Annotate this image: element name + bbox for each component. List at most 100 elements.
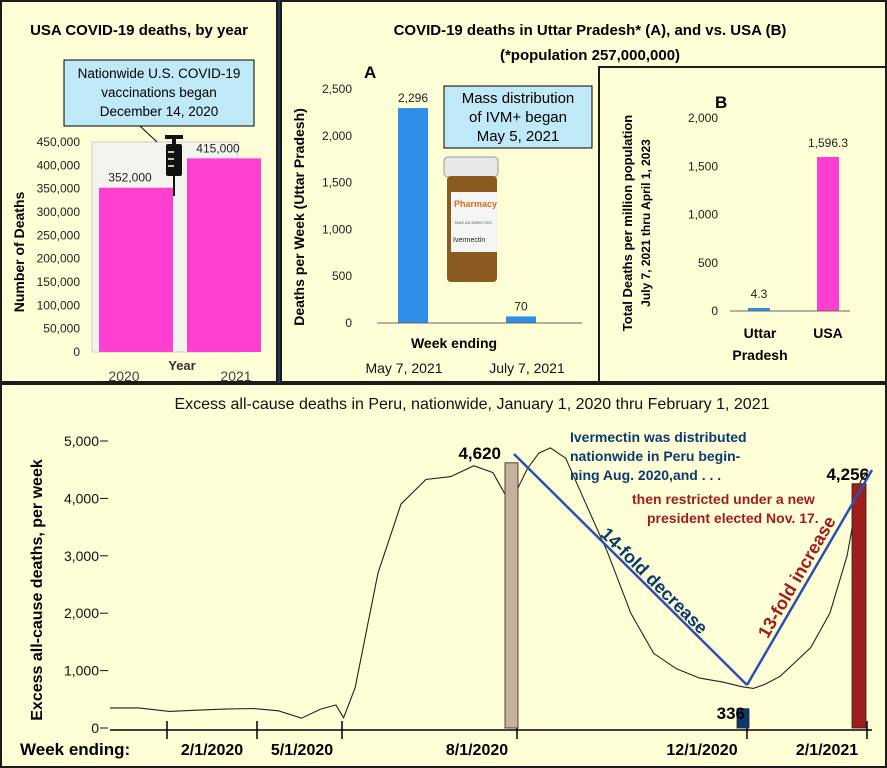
- bar: [187, 158, 261, 352]
- chart-subtitle: (*population 257,000,000): [500, 47, 680, 64]
- x-tick: 8/1/2020: [446, 742, 508, 759]
- bar-value-label: 4.3: [751, 287, 768, 301]
- syringe-icon: [165, 135, 183, 196]
- y-tick: 4,000: [64, 490, 99, 506]
- y-tick: 400,000: [37, 158, 81, 172]
- chart-title: COVID-19 deaths in Uttar Pradesh* (A), a…: [394, 22, 787, 39]
- callout-line: Mass distribution: [462, 90, 575, 107]
- annotation-red: then restricted under a new: [632, 491, 815, 507]
- y-tick: 450,000: [37, 135, 81, 149]
- bar: [99, 187, 173, 352]
- chart-title: Excess all-cause deaths in Peru, nationw…: [174, 396, 769, 413]
- x-axis-label: Week ending:: [20, 740, 130, 759]
- uttar-pradesh-chart: COVID-19 deaths in Uttar Pradesh* (A), a…: [291, 22, 787, 376]
- y-tick: 1,500: [688, 159, 718, 173]
- x-tick: 2/1/2021: [796, 742, 858, 759]
- vaccination-callout: Nationwide U.S. COVID-19 vaccinations be…: [63, 59, 255, 143]
- pill-bottle-icon: Pharmacy TAKE AS DIRECTED Ivermectin: [443, 156, 499, 282]
- y-axis-label: July 7, 2021 thru April 1, 2023: [639, 139, 653, 307]
- increase-trend-line: [745, 469, 874, 686]
- y-tick: 250,000: [37, 228, 81, 242]
- y-tick: 300,000: [37, 205, 81, 219]
- y-tick: 5,000: [64, 433, 99, 449]
- highlight-bar: [851, 483, 867, 729]
- callout-line: of IVM+ began: [469, 109, 567, 126]
- y-tick: 500: [332, 269, 352, 283]
- highlight-bar: [736, 708, 750, 729]
- highlight-bar-label: 336: [717, 704, 745, 723]
- annotation-blue: ning Aug. 2020,and . . .: [570, 467, 721, 483]
- decrease-label: 14-fold decrease: [597, 524, 712, 638]
- y-tick: 3,000: [64, 548, 99, 564]
- y-tick: 500: [698, 256, 718, 270]
- bar: [506, 316, 536, 323]
- y-axis-label: Total Deaths per million population: [620, 115, 635, 331]
- y-tick: 2,000: [64, 605, 99, 621]
- y-tick: 50,000: [43, 322, 80, 336]
- callout-line: May 5, 2021: [477, 128, 560, 145]
- bottle-directions: TAKE AS DIRECTED: [454, 220, 492, 225]
- x-tick: Pradesh: [732, 347, 787, 363]
- y-tick: 1,500: [322, 176, 352, 190]
- x-tick: 5/1/2020: [271, 742, 333, 759]
- bar: [398, 108, 428, 324]
- y-axis-label: Number of Deaths: [11, 192, 27, 313]
- annotation-blue: Ivermectin was distributed: [570, 429, 747, 445]
- bar-value-label: 2,296: [398, 91, 428, 105]
- comparison-chart: B 0 500 1,000 1,500 2,000 4.3 1,596.3 Uttar P…: [620, 93, 850, 363]
- panel-label-a: A: [364, 63, 376, 82]
- callout-line: Nationwide U.S. COVID-19: [78, 66, 241, 81]
- usa-deaths-panel: USA COVID-19 deaths, by year 0 50,000 100,…: [0, 0, 278, 384]
- y-tick: 0: [91, 720, 99, 736]
- x-tick: 2021: [220, 368, 251, 384]
- x-tick: May 7, 2021: [365, 360, 442, 376]
- y-tick: 100,000: [37, 298, 81, 312]
- x-axis-label: Year: [168, 358, 195, 373]
- ivm-callout: Mass distribution of IVM+ began May 5, 2…: [443, 85, 593, 149]
- bottle-brand: Pharmacy: [454, 199, 497, 209]
- peru-excess-deaths-chart: Excess all-cause deaths in Peru, nationw…: [20, 396, 874, 759]
- y-tick: 0: [711, 304, 718, 318]
- highlight-bar: [504, 462, 519, 729]
- increase-label: 13-fold increase: [754, 513, 840, 642]
- bar-value-label: 70: [514, 299, 528, 313]
- highlight-bar-label: 4,256: [826, 465, 869, 484]
- y-tick: 150,000: [37, 275, 81, 289]
- y-tick: 0: [73, 345, 80, 359]
- bar: [748, 308, 770, 311]
- x-tick: July 7, 2021: [489, 360, 565, 376]
- y-axis-label: Deaths per Week (Uttar Pradesh): [291, 108, 307, 326]
- peru-panel: Excess all-cause deaths in Peru, nationw…: [0, 383, 887, 768]
- annotation-red: president elected Nov. 17.: [647, 510, 819, 526]
- bar-value-label: 1,596.3: [808, 136, 848, 150]
- y-tick: 350,000: [37, 182, 81, 196]
- y-tick: 2,000: [688, 111, 718, 125]
- y-tick: 1,000: [322, 222, 352, 236]
- x-tick: USA: [813, 325, 843, 341]
- bottle-drug-name: Ivermectin: [453, 237, 485, 244]
- x-tick: 2020: [108, 368, 139, 384]
- callout-line: vaccinations began: [101, 85, 217, 100]
- panel-label-b: B: [715, 93, 727, 112]
- y-tick: 2,500: [322, 82, 352, 96]
- usa-deaths-chart: USA COVID-19 deaths, by year 0 50,000 100,…: [11, 22, 261, 384]
- y-tick: 0: [345, 316, 352, 330]
- chart-title: USA COVID-19 deaths, by year: [30, 22, 248, 39]
- comparison-panel: B 0 500 1,000 1,500 2,000 4.3 1,596.3 Uttar P…: [598, 66, 887, 383]
- y-tick: 1,000: [64, 663, 99, 679]
- x-axis-label: Week ending: [411, 335, 497, 351]
- bar-value-label: 415,000: [196, 141, 240, 155]
- bar-value-label: 352,000: [108, 171, 152, 185]
- x-tick: 2/1/2020: [181, 742, 243, 759]
- x-tick: Uttar: [744, 325, 777, 341]
- x-tick: 12/1/2020: [666, 742, 737, 759]
- y-tick: 2,000: [322, 129, 352, 143]
- callout-line: December 14, 2020: [100, 104, 219, 119]
- y-axis-label: Excess all-cause deaths, per week: [29, 459, 46, 721]
- annotation-blue: nationwide in Peru begin-: [570, 448, 741, 464]
- y-tick: 1,000: [688, 208, 718, 222]
- bar: [817, 156, 839, 311]
- decrease-trend-line: [513, 453, 748, 686]
- excess-deaths-line: [110, 447, 869, 719]
- y-tick: 200,000: [37, 252, 81, 266]
